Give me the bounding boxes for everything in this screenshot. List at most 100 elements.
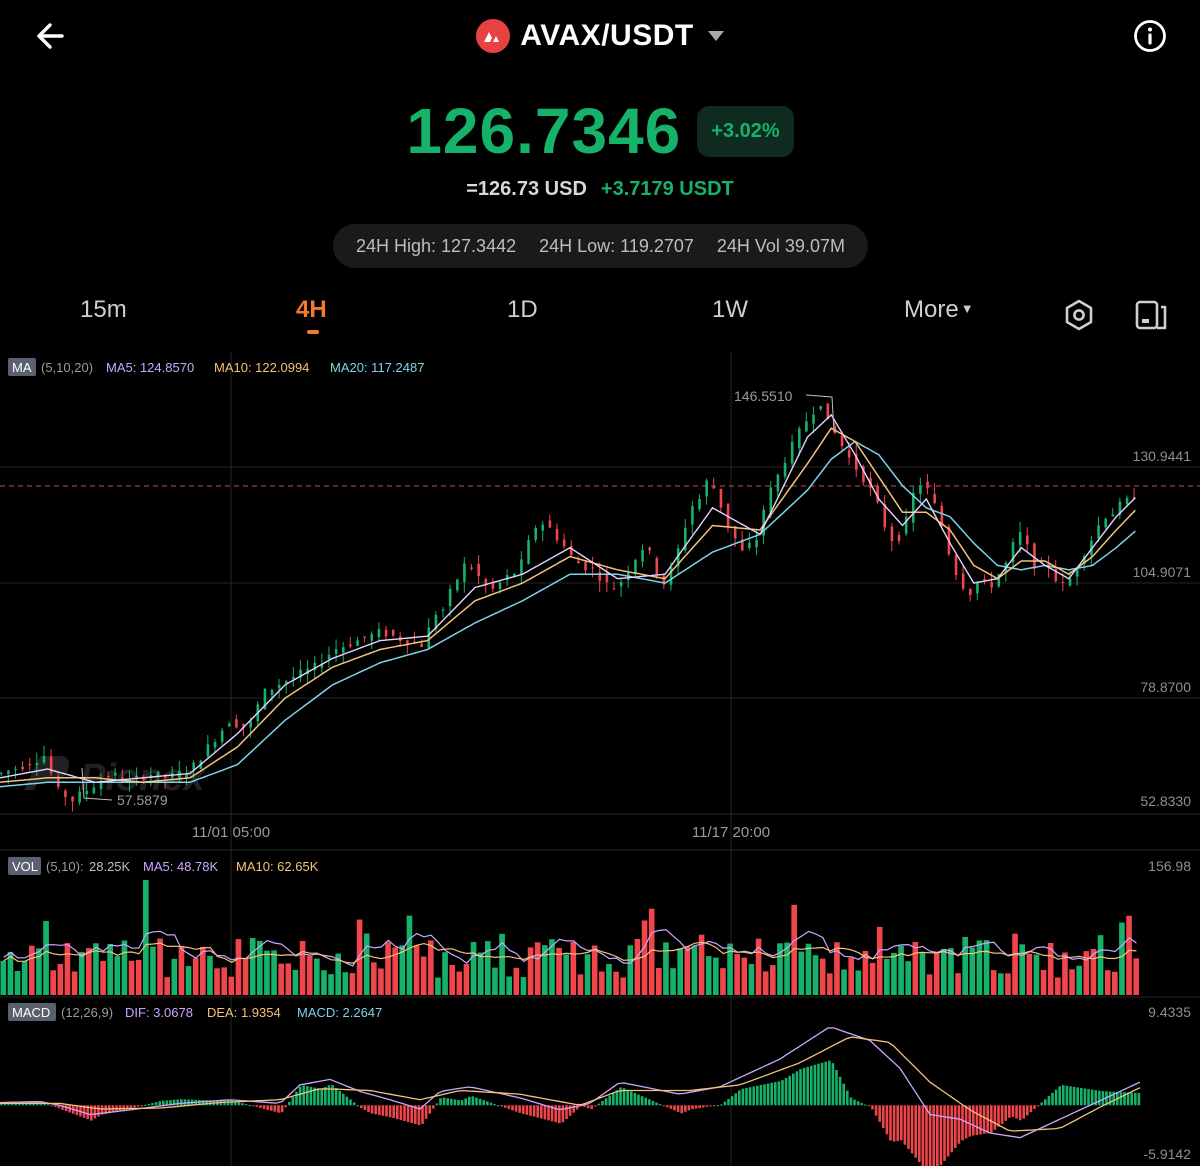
macd-bar [496,1105,500,1107]
volume-bar [762,971,769,995]
tab-more[interactable]: More ▼ [904,296,974,324]
macd-bar [288,1102,291,1106]
pair-title: AVAX/USDT [520,19,694,52]
ma-legend: MA (5,10,20) MA5: 124.8570 MA10: 122.099… [8,358,424,376]
macd-bar [183,1099,187,1106]
macd-bar [1033,1105,1036,1109]
volume-bar [121,940,128,995]
macd-bar [1062,1085,1065,1106]
volume-bar [406,915,413,995]
volume-bar [584,954,591,995]
back-button[interactable] [30,14,74,58]
hexagon-settings-icon [1065,299,1093,331]
volume-bar [135,959,142,995]
tab-1d[interactable]: 1D [507,296,538,323]
macd-bar [439,1098,442,1106]
macd-bar [770,1082,773,1106]
usd-value: =126.73 USD [466,177,587,200]
x-tick-2: 11/17 20:00 [692,824,770,841]
volume-bar [713,957,719,995]
volume-bar [114,956,121,995]
tab-15m[interactable]: 15m [80,296,127,323]
info-button[interactable] [1132,18,1168,54]
macd-min-label: -5.9142 [1144,1146,1192,1162]
macd-bar [640,1096,644,1106]
volume-bar [143,880,149,995]
candle-body [206,744,210,757]
volume-bar [43,920,49,995]
volume-bar [335,953,341,995]
macd-bar [306,1086,309,1106]
macd-bar [1083,1088,1087,1106]
macd-bar [122,1105,125,1111]
candle-body [92,787,96,794]
macd-bar [367,1105,370,1112]
volume-bar [599,971,605,995]
candle-body [969,589,972,595]
candle-body [976,581,979,594]
macd-bar [691,1105,694,1110]
macd-bar [475,1097,478,1106]
macd-bar [1108,1091,1112,1106]
volume-bar [100,960,106,995]
chart-settings-button[interactable] [1062,298,1096,332]
macd-bar [651,1100,655,1106]
macd-bar [482,1100,485,1106]
macd-bar [410,1105,413,1124]
candle-body [584,562,587,571]
volume-bar [534,942,541,995]
volume-bar [499,933,505,995]
macd-bar [86,1105,89,1120]
volume-bar [157,938,163,995]
macd-bar [262,1105,266,1109]
candle-body [349,644,352,647]
volume-bar [990,970,997,995]
macd-bar [561,1105,565,1123]
candle-body [1026,535,1029,545]
volume-bar [891,952,897,995]
volume-bar [727,943,733,995]
macd-bar [990,1105,993,1133]
macd-bar [129,1105,133,1109]
candle-body [598,572,602,581]
active-tab-indicator [307,330,319,334]
macd-bar [226,1100,230,1106]
macd-bar [205,1100,208,1106]
vol-ma10-line [3,941,1137,964]
macd-bar [813,1064,817,1106]
volume-bar [1005,973,1011,995]
volume-bar [834,942,840,995]
candle-body [299,669,302,678]
macd-histogram [0,1060,1141,1166]
macd-bar [172,1099,176,1106]
candle-body [370,633,374,641]
layout-toggle-button[interactable] [1134,298,1168,332]
candle-body [28,763,32,766]
tab-4h[interactable]: 4H [296,296,327,323]
candle-body [876,485,879,503]
volume-bar [477,952,484,995]
macd-bar [842,1083,845,1106]
macd-bar [478,1098,482,1106]
candle-body [313,662,317,671]
macd-bar [698,1105,701,1108]
candle-body [862,466,865,483]
macd-bar [522,1105,525,1114]
macd-bar [910,1105,914,1154]
macd-bar [1008,1105,1011,1118]
macd-bar [486,1101,489,1106]
volume-bar [670,968,676,995]
candle-body [762,509,765,536]
candles [0,403,1136,812]
macd-bar [504,1105,507,1108]
pair-selector[interactable]: AVAX/USDT [0,16,1200,56]
candle-body [1132,497,1136,499]
macd-bar [266,1105,269,1110]
volume-bar [420,956,427,995]
tab-1w[interactable]: 1W [712,296,748,323]
chart-area[interactable]: Pionex MA (5,10,20) MA5: 124.8570 MA10: … [0,350,1200,1166]
macd-bar [795,1071,799,1106]
candle-body [356,640,359,646]
volume-bar [1033,954,1040,995]
candle-body [434,614,438,630]
